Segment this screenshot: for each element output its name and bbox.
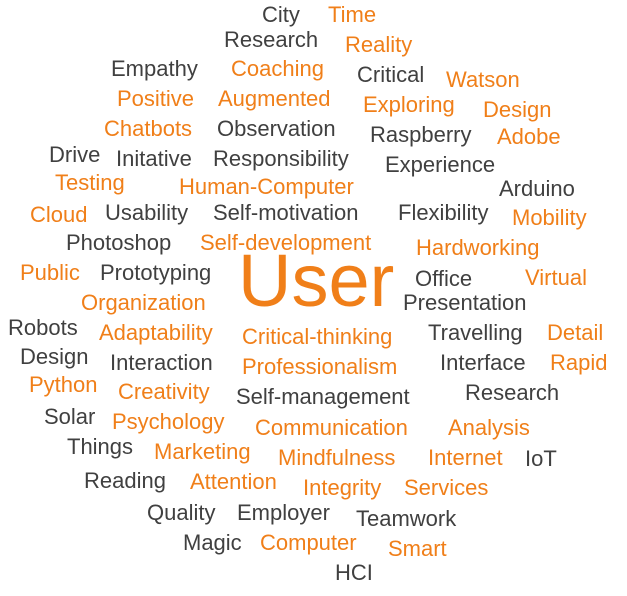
word-communication: Communication	[255, 415, 408, 440]
word-detail: Detail	[547, 320, 604, 345]
word-attention: Attention	[190, 469, 277, 494]
word-internet: Internet	[428, 445, 503, 470]
word-quality: Quality	[147, 500, 216, 525]
word-photoshop: Photoshop	[66, 230, 172, 255]
word-virtual: Virtual	[525, 265, 587, 290]
word-watson: Watson	[446, 67, 520, 92]
word-magic: Magic	[183, 530, 242, 555]
word-design: Design	[483, 97, 552, 122]
word-usability: Usability	[105, 200, 189, 225]
word-creativity: Creativity	[118, 379, 210, 404]
word-reading: Reading	[84, 468, 166, 493]
word-hci: HCI	[335, 560, 373, 585]
word-computer: Computer	[260, 530, 357, 555]
word-augmented: Augmented	[218, 86, 331, 111]
word-mindfulness: Mindfulness	[278, 445, 396, 470]
word-research: Research	[224, 27, 319, 52]
word-observation: Observation	[217, 116, 336, 141]
word-critical-thinking: Critical-thinking	[242, 324, 393, 349]
word-things: Things	[67, 434, 134, 459]
word-travelling: Travelling	[428, 320, 523, 345]
word-cloud: Cloud	[30, 202, 88, 227]
word-professionalism: Professionalism	[242, 354, 398, 379]
word-teamwork: Teamwork	[356, 506, 457, 531]
word-time: Time	[328, 2, 377, 27]
word-services: Services	[404, 475, 489, 500]
word-analysis: Analysis	[448, 415, 530, 440]
word-raspberry: Raspberry	[370, 122, 472, 147]
word-city: City	[262, 2, 300, 27]
word-employer: Employer	[237, 500, 330, 525]
word-interaction: Interaction	[110, 350, 213, 375]
word-interface: Interface	[440, 350, 526, 375]
word-self-motivation: Self-motivation	[213, 200, 359, 225]
word-psychology: Psychology	[112, 409, 225, 434]
word-research: Research	[465, 380, 560, 405]
word-exploring: Exploring	[363, 92, 455, 117]
word-chatbots: Chatbots	[104, 116, 193, 141]
word-office: Office	[415, 266, 473, 291]
word-robots: Robots	[8, 315, 78, 340]
word-integrity: Integrity	[303, 475, 382, 500]
word-rapid: Rapid	[550, 350, 608, 375]
word-python: Python	[29, 372, 98, 397]
word-initative: Initative	[116, 146, 192, 171]
word-marketing: Marketing	[154, 439, 251, 464]
word-presentation: Presentation	[403, 290, 527, 315]
word-user: User	[238, 239, 395, 322]
word-positive: Positive	[117, 86, 195, 111]
word-public: Public	[20, 260, 80, 285]
word-coaching: Coaching	[231, 56, 324, 81]
word-adaptability: Adaptability	[99, 320, 213, 345]
word-reality: Reality	[345, 32, 413, 57]
word-smart: Smart	[388, 536, 447, 561]
word-organization: Organization	[81, 290, 206, 315]
word-testing: Testing	[55, 170, 125, 195]
word-self-development: Self-development	[200, 230, 372, 255]
word-human-computer: Human-Computer	[179, 174, 354, 199]
word-empathy: Empathy	[111, 56, 198, 81]
word-mobility: Mobility	[512, 205, 587, 230]
word-solar: Solar	[44, 404, 96, 429]
word-flexibility: Flexibility	[398, 200, 489, 225]
word-arduino: Arduino	[499, 176, 575, 201]
word-prototyping: Prototyping	[100, 260, 212, 285]
word-adobe: Adobe	[497, 124, 561, 149]
word-experience: Experience	[385, 152, 496, 177]
word-responsibility: Responsibility	[213, 146, 349, 171]
word-self-management: Self-management	[236, 384, 410, 409]
word-critical: Critical	[357, 62, 425, 87]
word-hardworking: Hardworking	[416, 235, 540, 260]
word-design: Design	[20, 344, 89, 369]
word-iot: IoT	[525, 446, 557, 471]
word-drive: Drive	[49, 142, 101, 167]
